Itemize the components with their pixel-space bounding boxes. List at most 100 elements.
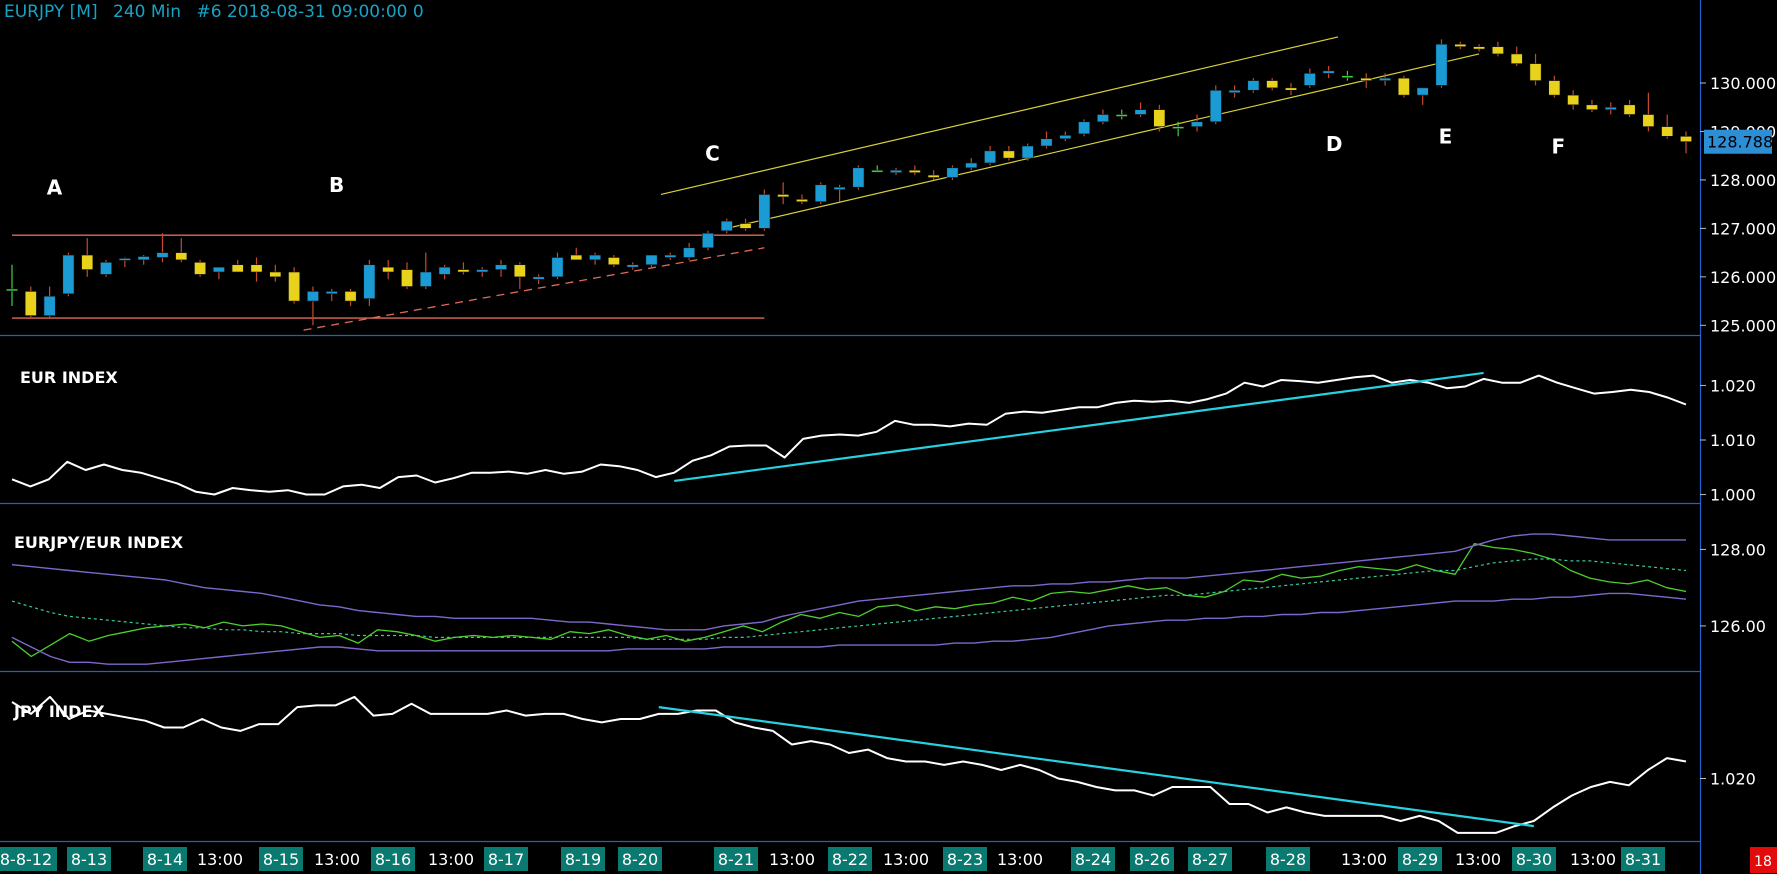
candle[interactable] <box>1191 114 1203 132</box>
candle[interactable] <box>701 230 714 251</box>
candle[interactable] <box>1021 143 1034 161</box>
candle[interactable] <box>1341 70 1354 81</box>
candle[interactable] <box>984 146 997 166</box>
candle[interactable] <box>457 262 470 275</box>
candle[interactable] <box>325 288 338 302</box>
candle[interactable] <box>194 259 207 277</box>
ratio-middle-line[interactable] <box>11 558 1687 640</box>
ratio-lower-line[interactable] <box>11 592 1687 665</box>
candle[interactable] <box>814 182 827 205</box>
candle[interactable] <box>1491 41 1504 57</box>
candle[interactable] <box>1040 131 1053 149</box>
candle[interactable] <box>137 255 150 265</box>
candle[interactable] <box>927 170 940 180</box>
candle[interactable] <box>43 286 56 319</box>
candle[interactable] <box>796 194 808 205</box>
candle[interactable] <box>1510 46 1523 67</box>
candle[interactable] <box>363 259 376 306</box>
candle[interactable] <box>1604 102 1617 115</box>
candle[interactable] <box>307 286 319 326</box>
candle[interactable] <box>62 252 75 297</box>
candle[interactable] <box>6 264 18 306</box>
eur-trendline[interactable] <box>674 371 1484 482</box>
candle[interactable] <box>1153 104 1166 132</box>
candle[interactable] <box>1379 73 1391 86</box>
candle[interactable] <box>401 262 413 289</box>
candle[interactable] <box>777 182 790 205</box>
candle[interactable] <box>852 165 865 190</box>
jpy-trendline[interactable] <box>658 706 1534 828</box>
candle[interactable] <box>1416 87 1429 105</box>
candle[interactable] <box>250 257 263 282</box>
candle[interactable] <box>1115 109 1128 120</box>
candle[interactable] <box>1623 99 1636 117</box>
candle[interactable] <box>739 218 752 231</box>
candle[interactable] <box>118 257 131 268</box>
candle[interactable] <box>24 286 37 319</box>
candle[interactable] <box>626 262 639 270</box>
candle[interactable] <box>1567 90 1580 110</box>
candle[interactable] <box>890 167 902 176</box>
ratio-upper-line[interactable] <box>11 533 1686 631</box>
jpy-index-line[interactable] <box>11 695 1687 834</box>
candle[interactable] <box>476 267 489 277</box>
candle[interactable] <box>1586 99 1598 113</box>
price-panel[interactable]: A B C D E F <box>6 36 1692 331</box>
candle[interactable] <box>1247 78 1260 93</box>
candle[interactable] <box>946 165 959 180</box>
candle[interactable] <box>1661 114 1674 139</box>
candle[interactable] <box>438 264 451 280</box>
candle[interactable] <box>1096 109 1109 125</box>
candle[interactable] <box>645 254 658 268</box>
channel-upper-line[interactable] <box>660 36 1339 196</box>
candle[interactable] <box>532 274 545 285</box>
ratio-ratio-line[interactable] <box>11 543 1687 658</box>
candle[interactable] <box>1360 73 1373 88</box>
channel-lower-line[interactable] <box>726 53 1480 229</box>
candle[interactable] <box>81 238 94 277</box>
candle[interactable] <box>1642 92 1655 132</box>
candle[interactable] <box>1078 119 1091 137</box>
candle[interactable] <box>1172 121 1185 137</box>
candle[interactable] <box>1548 75 1561 98</box>
candle[interactable] <box>607 255 620 268</box>
candle[interactable] <box>156 233 169 263</box>
candle[interactable] <box>1529 53 1542 86</box>
candle[interactable] <box>1266 78 1279 91</box>
candle[interactable] <box>1303 68 1316 88</box>
candle[interactable] <box>720 218 733 234</box>
candle[interactable] <box>683 242 696 260</box>
candle[interactable] <box>495 259 507 277</box>
candle[interactable] <box>175 238 188 263</box>
candle[interactable] <box>965 158 978 171</box>
candle[interactable] <box>758 189 771 231</box>
candle[interactable] <box>1397 75 1410 98</box>
candle[interactable] <box>231 259 244 273</box>
candle[interactable] <box>664 252 677 260</box>
candle[interactable] <box>871 165 884 173</box>
ratio-panel[interactable]: EURJPY/EUR INDEX <box>11 533 1687 665</box>
candle[interactable] <box>1002 146 1015 161</box>
candle[interactable] <box>1322 66 1335 79</box>
candle[interactable] <box>382 259 395 280</box>
candle[interactable] <box>1454 41 1467 50</box>
candle[interactable] <box>1285 83 1297 96</box>
candle[interactable] <box>288 267 301 304</box>
eur-index-panel[interactable]: EUR INDEX <box>11 368 1687 496</box>
candle[interactable] <box>1680 131 1692 154</box>
candle[interactable] <box>908 165 921 176</box>
candle[interactable] <box>212 266 225 280</box>
candle[interactable] <box>1059 131 1072 142</box>
candle[interactable] <box>1209 85 1222 125</box>
candle[interactable] <box>833 184 846 202</box>
candle[interactable] <box>1473 44 1486 52</box>
candle[interactable] <box>551 252 564 280</box>
candle[interactable] <box>589 252 602 265</box>
candle[interactable] <box>1228 85 1241 98</box>
candle[interactable] <box>1134 102 1147 117</box>
candle[interactable] <box>419 252 432 289</box>
jpy-index-panel[interactable]: JPY INDEX <box>11 695 1687 834</box>
candle[interactable] <box>344 288 357 306</box>
candle[interactable] <box>513 262 526 289</box>
